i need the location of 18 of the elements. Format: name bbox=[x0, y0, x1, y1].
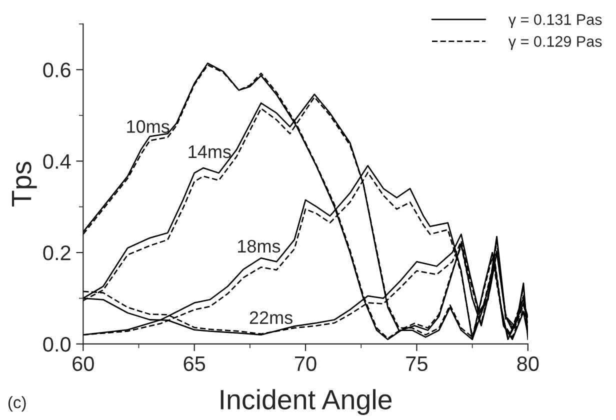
x-axis-title: Incident Angle bbox=[220, 389, 392, 415]
y-tick-label: 0.6 bbox=[43, 62, 70, 78]
y-tick-label: 0.2 bbox=[43, 246, 70, 260]
legend-label: γ = 0.131 Pas bbox=[508, 14, 602, 28]
annotation: 22ms bbox=[250, 311, 292, 324]
x-tick-label: 65 bbox=[184, 356, 206, 372]
y-tick-label: 0.0 bbox=[43, 336, 71, 352]
annotation: 10ms bbox=[127, 120, 170, 133]
annotation: 14ms bbox=[188, 146, 231, 158]
legend-label: γ = 0.129 Pas bbox=[508, 36, 602, 50]
annotation: 18ms bbox=[238, 240, 280, 253]
y-tick-label: 0.4 bbox=[43, 154, 71, 169]
text: (c) bbox=[8, 396, 26, 412]
x-tick-label: 60 bbox=[72, 356, 94, 372]
y-axis-title: Tps bbox=[12, 162, 37, 206]
x-tick-label: 70 bbox=[295, 356, 316, 372]
x-tick-label: 75 bbox=[406, 356, 428, 372]
x-tick-label: 80 bbox=[517, 356, 539, 372]
